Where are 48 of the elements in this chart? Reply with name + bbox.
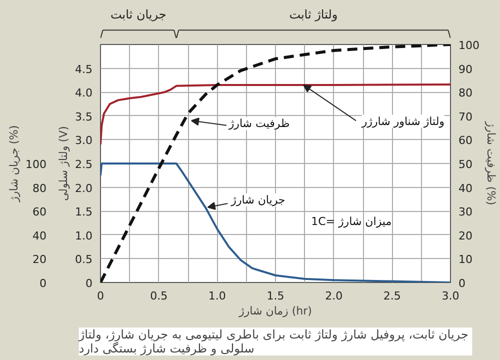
y-tick-label: 4.5 (75, 62, 93, 76)
text: ولتاژ ثابت (289, 7, 338, 22)
annotation: جریان شارژ (230, 193, 286, 206)
y3-tick-label: 80 (32, 182, 47, 195)
y2-tick-label: 100 (458, 39, 480, 52)
y-tick-label: 4.0 (75, 86, 93, 100)
line-series (100, 44, 450, 282)
annotation: ظرفیت شارژ (228, 117, 290, 130)
y3-tick-label: 0 (40, 277, 46, 290)
y3-tick-label: 20 (32, 253, 47, 266)
x-tick-label: 1.5 (266, 290, 284, 302)
text: جریان ثابت (110, 7, 166, 22)
line-series (100, 83, 450, 146)
y2-tick-label: 10 (458, 253, 472, 266)
y2-tick-label: 20 (458, 229, 472, 242)
y2-tick-label: 40 (458, 182, 472, 195)
x-axis-title: زمان شارژ (hr) (238, 304, 312, 318)
annotation: 1C= میزان شارژ (311, 214, 392, 228)
y2-tick-label: 90 (458, 62, 472, 76)
y-tick-label: 0.5 (75, 253, 93, 266)
y-tick-label: 2.5 (75, 158, 93, 171)
y3-tick-label: 100 (26, 158, 47, 171)
x-tick-label: 3.0 (442, 290, 460, 302)
y-tick-label: 3.5 (75, 110, 93, 124)
annotation: ولتاژ شناور شارژر (360, 114, 444, 128)
y2-tick-label: 70 (458, 110, 472, 124)
y2-tick-label: 50 (458, 158, 472, 171)
y2-tick-label: 0 (458, 277, 466, 290)
x-tick-label: 2.5 (383, 290, 401, 302)
x-tick-label: 1.0 (208, 290, 226, 302)
y3-axis-title: جریان شارژ (%) (8, 125, 21, 203)
x-tick-label: 2.0 (325, 290, 343, 302)
y-tick-label: 1.5 (75, 206, 93, 219)
line-series (100, 162, 450, 282)
y-tick-label: 1.0 (75, 229, 93, 242)
y-tick-label: 2.0 (75, 182, 93, 195)
y-axis-title: ولتاژ سلولی (V) (57, 126, 70, 201)
y-tick-label: 3.0 (75, 134, 93, 148)
y2-tick-label: 80 (458, 86, 472, 100)
y3-tick-label: 60 (32, 206, 47, 219)
y3-tick-label: 40 (32, 229, 47, 242)
x-tick-label: 0.5 (150, 290, 168, 302)
text: جریان ثابت، پروفیل شارژ ولتاژ ثابت برای باطری لیتیومی به جریان شارژ، ولتاژ سلولی و ظرفیت شارژ بستگی دارد (78, 328, 468, 356)
y2-tick-label: 30 (458, 206, 472, 219)
y2-axis-title: ظرفیت شارژ (%) (484, 120, 498, 206)
y-tick-label: 0 (86, 277, 92, 290)
x-tick-label: 0 (97, 290, 104, 302)
y2-tick-label: 60 (458, 134, 472, 148)
